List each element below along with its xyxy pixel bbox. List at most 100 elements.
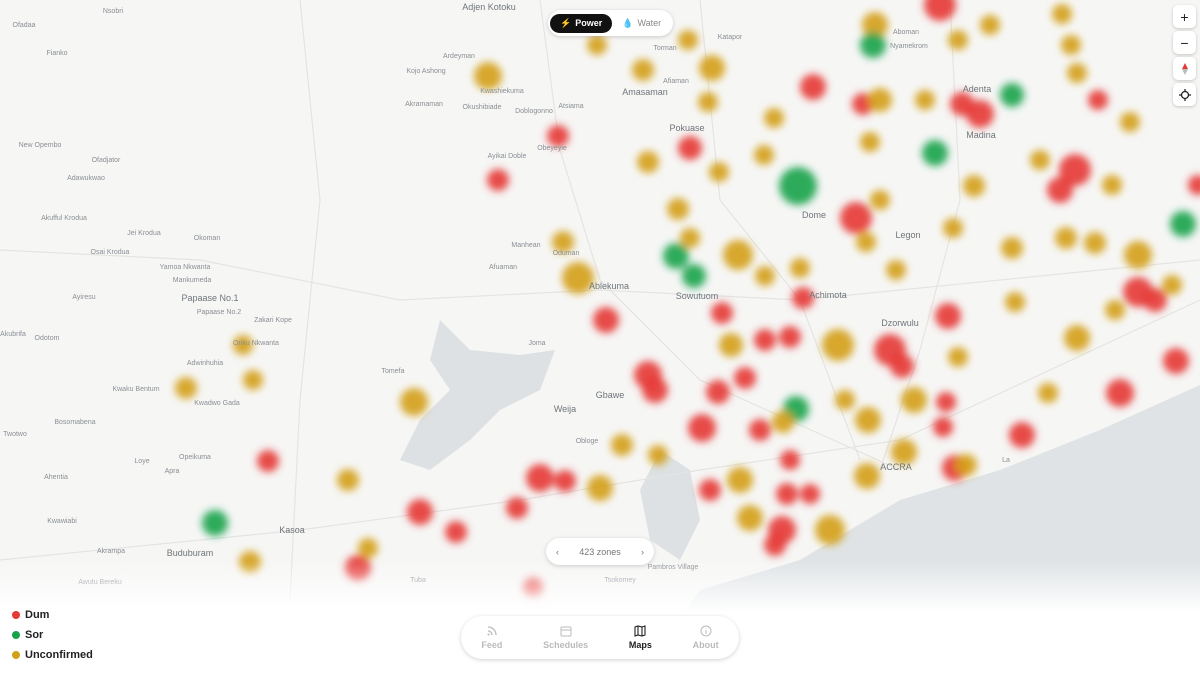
zone bbox=[1106, 379, 1134, 407]
zone bbox=[648, 445, 668, 465]
place-label: Ayikai Doble bbox=[488, 153, 527, 160]
zone bbox=[922, 140, 948, 166]
zone bbox=[800, 484, 820, 504]
map-icon bbox=[634, 625, 646, 637]
zone bbox=[855, 407, 881, 433]
zone bbox=[678, 30, 698, 50]
zone bbox=[780, 450, 800, 470]
place-label: Gbawe bbox=[596, 390, 625, 400]
source-toggle: ⚡ Power 💧 Water bbox=[548, 10, 674, 36]
place-label: Buduburam bbox=[167, 548, 214, 558]
place-label: Loye bbox=[134, 458, 149, 465]
zone bbox=[943, 218, 963, 238]
place-label: Kwaku Bentum bbox=[112, 386, 159, 393]
place-label: Akramaman bbox=[405, 101, 443, 108]
zone bbox=[474, 62, 502, 90]
place-label: Onku Nkwanta bbox=[233, 340, 279, 347]
zone bbox=[955, 454, 977, 476]
place-label: Akufful Krodua bbox=[41, 215, 87, 222]
next-button[interactable]: › bbox=[640, 546, 644, 557]
zone bbox=[901, 387, 927, 413]
zone bbox=[1030, 150, 1050, 170]
place-label: Papaase No.2 bbox=[197, 309, 241, 316]
zone bbox=[891, 439, 917, 465]
zoom-in[interactable]: + bbox=[1173, 5, 1196, 28]
zone bbox=[709, 162, 729, 182]
zone bbox=[680, 228, 700, 248]
zone bbox=[1105, 300, 1125, 320]
zone bbox=[835, 390, 855, 410]
place-label: Kwashiekuma bbox=[480, 88, 524, 95]
prev-button[interactable]: ‹ bbox=[556, 546, 559, 557]
place-label: Akrampa bbox=[97, 548, 125, 555]
zone bbox=[933, 417, 953, 437]
place-label: Atsiama bbox=[558, 103, 583, 110]
zone bbox=[663, 243, 689, 269]
zone bbox=[1102, 175, 1122, 195]
compass[interactable] bbox=[1173, 57, 1196, 80]
zone bbox=[337, 469, 359, 491]
place-label: Torman bbox=[653, 45, 676, 52]
nav-tab[interactable]: Schedules bbox=[543, 625, 588, 650]
zone bbox=[587, 35, 607, 55]
zone bbox=[1084, 232, 1106, 254]
zone bbox=[840, 202, 872, 234]
zone bbox=[593, 307, 619, 333]
zone bbox=[1124, 241, 1152, 269]
zone bbox=[175, 377, 197, 399]
map-controls: + − bbox=[1173, 5, 1196, 109]
zone bbox=[800, 74, 826, 100]
toggle-option[interactable]: ⚡ Power bbox=[550, 13, 613, 33]
zone bbox=[1059, 154, 1091, 186]
zone bbox=[779, 167, 817, 205]
place-label: Pokuase bbox=[669, 123, 704, 133]
place-label: Kwawiabi bbox=[47, 518, 77, 525]
place-label: Afuaman bbox=[489, 264, 517, 271]
zone bbox=[966, 100, 994, 128]
zone bbox=[856, 232, 876, 252]
zone bbox=[764, 108, 784, 128]
place-label: Oduman bbox=[553, 250, 580, 257]
place-label: Twotwo bbox=[3, 431, 27, 438]
zone bbox=[506, 497, 528, 519]
zone bbox=[790, 258, 810, 278]
zone bbox=[963, 175, 985, 197]
zoom-out[interactable]: − bbox=[1173, 31, 1196, 54]
place-label: Afiaman bbox=[663, 78, 689, 85]
schedule-icon bbox=[560, 626, 572, 637]
place-label: Nyamekrom bbox=[890, 43, 928, 50]
zone bbox=[587, 475, 613, 501]
zone bbox=[935, 303, 961, 329]
zone bbox=[637, 151, 659, 173]
zone bbox=[854, 463, 880, 489]
place-label: Ahentia bbox=[44, 474, 68, 481]
zone bbox=[1052, 4, 1072, 24]
zone bbox=[1000, 83, 1024, 107]
place-label: Papaase No.1 bbox=[181, 293, 238, 303]
zone bbox=[358, 538, 378, 558]
zone bbox=[1088, 90, 1108, 110]
place-label: Adenta bbox=[963, 84, 992, 94]
nav-tab[interactable]: Feed bbox=[481, 625, 502, 650]
nav-label: Maps bbox=[628, 640, 652, 650]
place-label: Weija bbox=[554, 404, 576, 414]
zone-pager: ‹ 423 zones › bbox=[546, 538, 654, 565]
place-label: Doblogonno bbox=[515, 108, 553, 115]
toggle-option[interactable]: 💧 Water bbox=[622, 17, 662, 29]
zone bbox=[723, 240, 753, 270]
place-label: Ayiresu bbox=[72, 294, 95, 301]
nav-label: Feed bbox=[481, 640, 503, 650]
zone bbox=[1061, 35, 1081, 55]
nav-tab[interactable]: About bbox=[693, 625, 719, 650]
zone bbox=[1047, 177, 1073, 203]
zone bbox=[526, 464, 554, 492]
place-label: Katapor bbox=[718, 34, 743, 41]
nav-tab[interactable]: Maps bbox=[629, 625, 652, 650]
zone bbox=[1163, 348, 1189, 374]
zone bbox=[860, 132, 880, 152]
bottom-nav: Feed Schedules Maps About bbox=[461, 616, 739, 659]
place-label: Adwinhuhia bbox=[187, 360, 223, 367]
locate[interactable] bbox=[1173, 83, 1196, 106]
zone bbox=[678, 136, 702, 160]
